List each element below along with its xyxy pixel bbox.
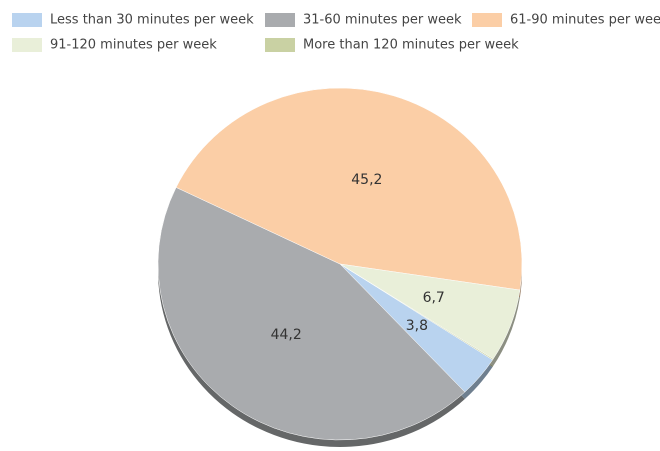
pie-slice bbox=[339, 263, 494, 361]
legend-label: More than 120 minutes per week bbox=[303, 38, 519, 53]
legend-swatch bbox=[12, 38, 42, 52]
legend-swatch bbox=[265, 13, 295, 27]
legend-label: Less than 30 minutes per week bbox=[50, 13, 254, 28]
data-label: 45,2 bbox=[351, 172, 382, 188]
legend-swatch bbox=[265, 38, 295, 52]
legend-swatch bbox=[472, 13, 502, 27]
pie-slice bbox=[175, 87, 523, 291]
legend: Less than 30 minutes per week 31-60 minut… bbox=[12, 13, 660, 53]
pie-slice bbox=[157, 187, 466, 441]
legend-swatch bbox=[12, 13, 42, 27]
data-label: 44,2 bbox=[271, 327, 302, 343]
legend-label: 31-60 minutes per week bbox=[303, 13, 462, 28]
data-label: 6,7 bbox=[423, 290, 445, 306]
data-label: 3,8 bbox=[406, 318, 428, 334]
pie: 3,8 44,2 45,2 6,7 bbox=[157, 87, 523, 447]
legend-label: 91-120 minutes per week bbox=[50, 38, 217, 53]
legend-label: 61-90 minutes per week bbox=[510, 13, 660, 28]
